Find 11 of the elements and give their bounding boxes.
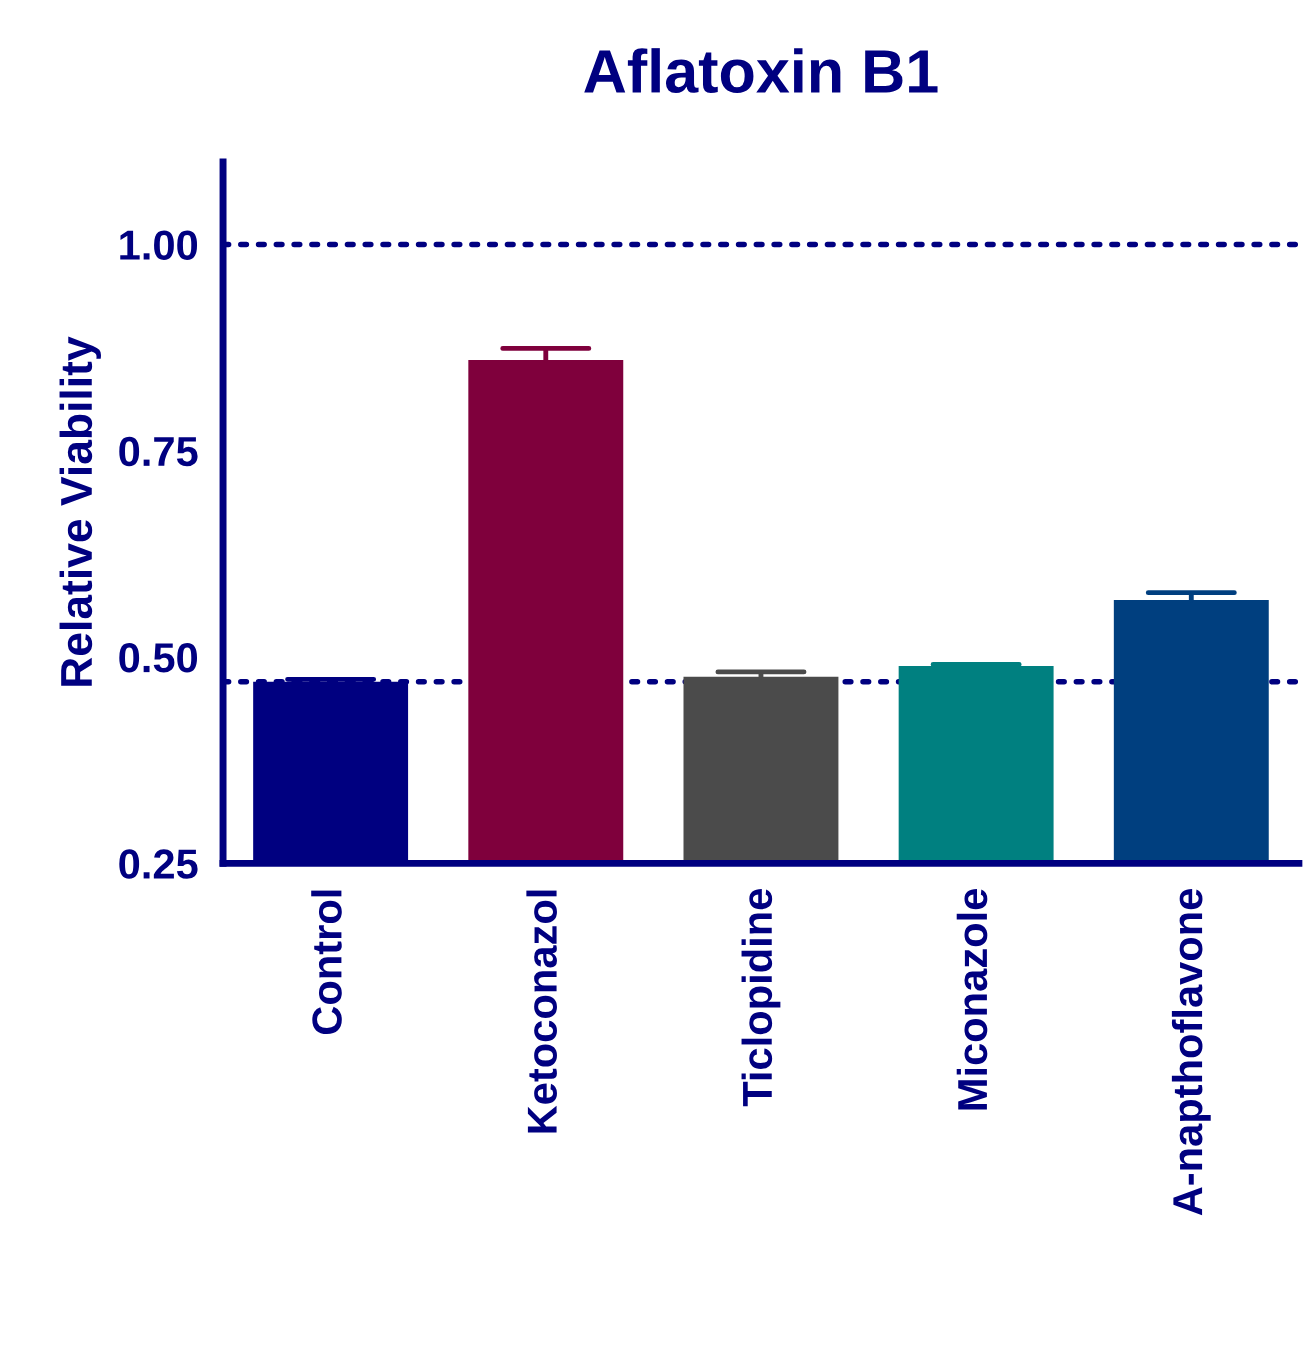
y-tick-label: 1.00 [120,230,198,260]
x-tick-label: Ticlopidine [741,889,781,1107]
x-tick-label: A-napthoflavone [1171,889,1211,1216]
x-tick-label: Miconazole [956,889,988,1110]
x-tick-label: Ketoconazol [526,890,557,1133]
y-tick-label: 0.75 [119,436,198,467]
chart-title: Aflatoxin B1 [584,48,938,94]
x-tick-label: Control [311,890,342,1035]
y-tick-label: 0.50 [119,643,198,673]
y-tick-label: 0.25 [119,849,198,879]
y-axis-title: Relative Viability [59,336,101,686]
